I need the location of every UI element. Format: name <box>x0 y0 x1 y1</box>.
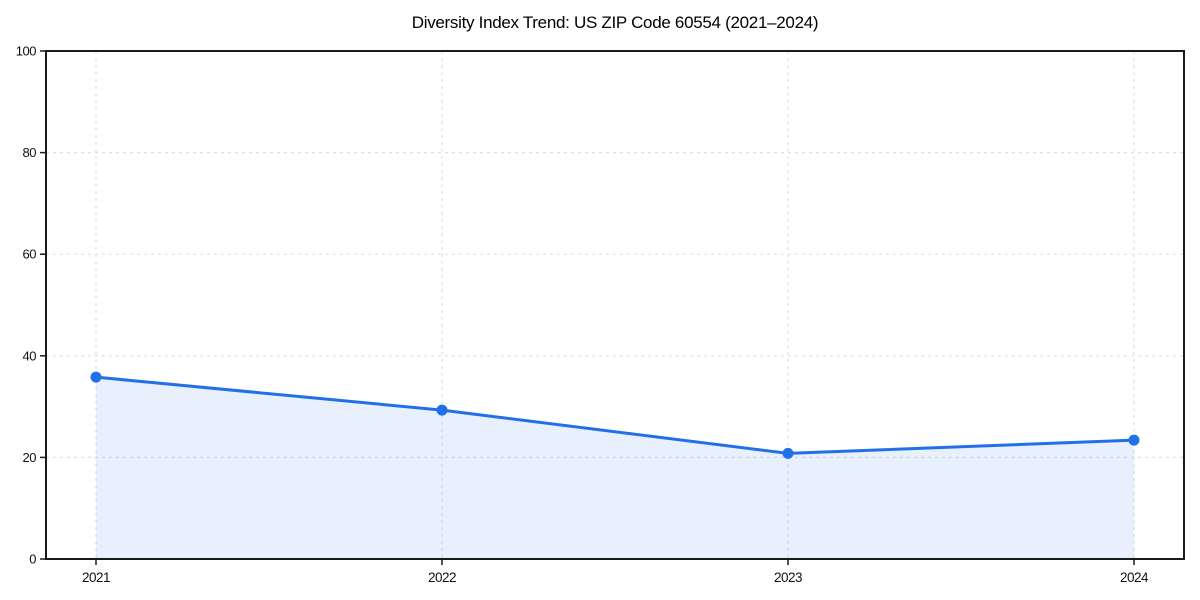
plot-border <box>45 50 1185 560</box>
x-tick-label-2023: 2023 <box>774 570 802 585</box>
area-fill <box>96 377 1134 559</box>
x-tick-label-2024: 2024 <box>1120 570 1149 585</box>
y-tick-label-20: 20 <box>23 450 37 465</box>
chart-title: Diversity Index Trend: US ZIP Code 60554… <box>411 13 819 32</box>
data-point-2021 <box>90 371 102 383</box>
y-tick-label-60: 60 <box>23 247 37 262</box>
x-tick-label-2022: 2022 <box>428 570 456 585</box>
data-point-2023 <box>782 447 794 459</box>
trend-line <box>94 375 1136 455</box>
y-tick-label-80: 80 <box>23 145 37 160</box>
y-tick-label-100: 100 <box>16 44 36 59</box>
y-tick-label-40: 40 <box>23 348 37 363</box>
y-tick-label-0: 0 <box>29 552 36 567</box>
data-point-2024 <box>1128 434 1140 446</box>
data-point-2022 <box>436 404 448 416</box>
x-tick-label-2021: 2021 <box>82 570 110 585</box>
